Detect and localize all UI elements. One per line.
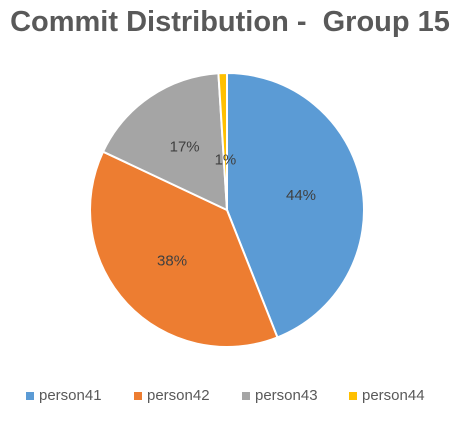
legend-swatch-person44: [349, 392, 357, 400]
pie-slice-person43: [101, 72, 229, 212]
data-label-person42: 38%: [157, 253, 187, 270]
data-label-person41: 44%: [286, 187, 316, 204]
legend-label-person44: person44: [362, 387, 425, 404]
pie-slice-person44: [217, 71, 228, 211]
legend: person41 person42 person43 person44: [0, 386, 460, 406]
data-label-person44: 1%: [215, 152, 237, 169]
chart-title: Commit Distribution - Group 15: [10, 6, 450, 38]
pie-slice-person42: [89, 150, 279, 348]
legend-label-person41: person41: [39, 387, 102, 404]
legend-swatch-person41: [26, 392, 34, 400]
legend-label-person43: person43: [255, 387, 318, 404]
legend-swatch-person43: [242, 392, 250, 400]
data-label-person43: 17%: [170, 139, 200, 156]
legend-label-person42: person42: [147, 387, 210, 404]
legend-swatch-person42: [134, 392, 142, 400]
pie-slice-person41: [226, 71, 365, 339]
